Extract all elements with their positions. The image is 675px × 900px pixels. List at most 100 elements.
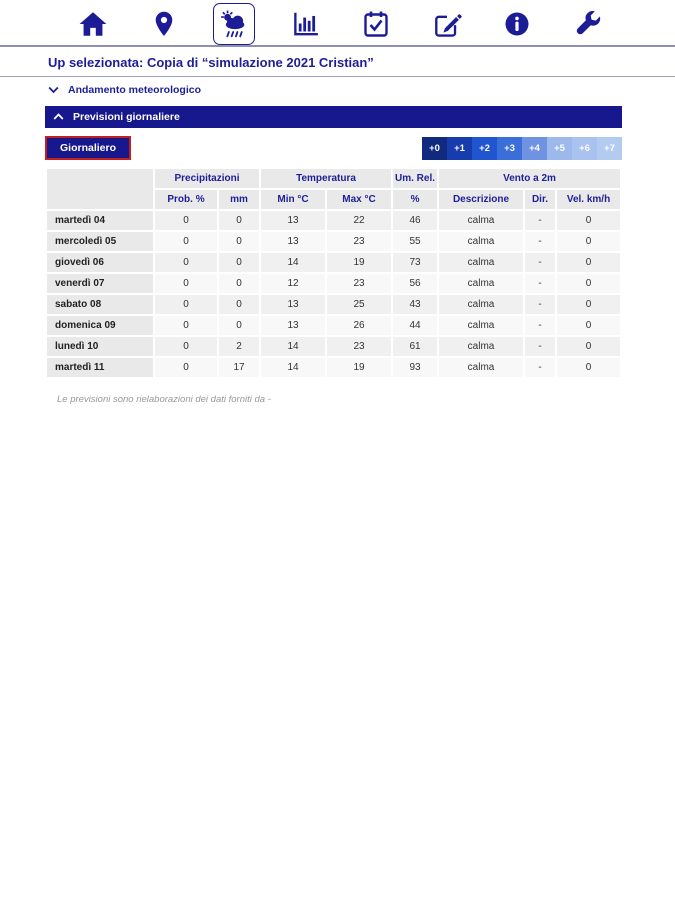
data-source-note: Le previsioni sono rielaborazioni dei da…	[57, 394, 271, 405]
home-button[interactable]	[72, 3, 114, 45]
table-row: sabato 08 0 0 13 25 43 calma -0	[47, 295, 621, 314]
value-cell: 0	[219, 211, 260, 230]
value-cell: 14	[261, 358, 326, 377]
info-button[interactable]	[496, 3, 538, 45]
table-row: domenica 09 0 0 13 26 44 calma -0	[47, 316, 621, 335]
group-precipitazioni: Precipitazioni	[155, 169, 260, 188]
value-cell: -	[525, 358, 556, 377]
value-cell: -	[525, 274, 556, 293]
settings-button[interactable]	[567, 3, 609, 45]
day-cell: sabato 08	[47, 295, 153, 314]
day-offset-button-2[interactable]: +2	[472, 136, 497, 160]
value-cell: calma	[439, 274, 524, 293]
forecast-controls: Giornaliero +0 +1 +2 +3 +4 +5 +6 +7	[45, 136, 622, 160]
day-offset-button-6[interactable]: +6	[572, 136, 597, 160]
value-cell: 0	[155, 295, 217, 314]
value-cell: 22	[327, 211, 392, 230]
section-label: Previsioni giornaliere	[73, 111, 180, 123]
col-perc: %	[393, 190, 438, 209]
edit-button[interactable]	[426, 3, 468, 45]
bar-chart-icon	[294, 12, 318, 35]
value-cell: 23	[327, 337, 392, 356]
section-label: Andamento meteorologico	[68, 84, 202, 96]
value-cell: calma	[439, 211, 524, 230]
giornaliero-button[interactable]: Giornaliero	[45, 136, 132, 160]
edit-pencil-icon	[434, 13, 462, 37]
calendar-check-icon	[364, 11, 388, 37]
value-cell: calma	[439, 316, 524, 335]
table-row: lunedì 10 0 2 14 23 61 calma -0	[47, 337, 621, 356]
value-cell: 0	[557, 358, 621, 377]
value-cell: 0	[155, 337, 217, 356]
calendar-button[interactable]	[355, 3, 397, 45]
day-offset-button-0[interactable]: +0	[422, 136, 447, 160]
value-cell: 19	[327, 358, 392, 377]
forecast-table: Precipitazioni Temperatura Um. Rel. Vent…	[45, 167, 622, 379]
value-cell: 0	[155, 232, 217, 251]
value-cell: -	[525, 316, 556, 335]
day-cell: martedì 11	[47, 358, 153, 377]
value-cell: 14	[261, 253, 326, 272]
table-group-header-row: Precipitazioni Temperatura Um. Rel. Vent…	[47, 169, 621, 209]
table-row: giovedì 06 0 0 14 19 73 calma -0	[47, 253, 621, 272]
table-row: martedì 04 0 0 13 22 46 calma -0	[47, 211, 621, 230]
value-cell: 2	[219, 337, 260, 356]
day-offset-button-4[interactable]: +4	[522, 136, 547, 160]
group-temperatura: Temperatura	[261, 169, 392, 188]
day-cell: mercoledì 05	[47, 232, 153, 251]
value-cell: 23	[327, 232, 392, 251]
value-cell: 17	[219, 358, 260, 377]
day-offset-button-3[interactable]: +3	[497, 136, 522, 160]
value-cell: 14	[261, 337, 326, 356]
value-cell: 26	[327, 316, 392, 335]
value-cell: 0	[155, 274, 217, 293]
weather-icon	[221, 10, 245, 37]
section-previsioni-giornaliere[interactable]: Previsioni giornaliere	[45, 106, 622, 128]
col-max: Max °C	[327, 190, 392, 209]
value-cell: 93	[393, 358, 438, 377]
value-cell: -	[525, 295, 556, 314]
value-cell: 55	[393, 232, 438, 251]
value-cell: 13	[261, 295, 326, 314]
page-title: Up selezionata: Copia di “simulazione 20…	[0, 47, 675, 77]
table-subheader-row: Prob. % mm Min °C Max °C % Descrizione D…	[47, 190, 621, 209]
info-icon	[505, 12, 529, 35]
value-cell: 0	[219, 316, 260, 335]
group-um-rel: Um. Rel.	[393, 169, 438, 188]
col-prob: Prob. %	[155, 190, 217, 209]
value-cell: 0	[557, 274, 621, 293]
location-button[interactable]	[143, 3, 185, 45]
statistics-button[interactable]	[284, 3, 326, 45]
value-cell: 44	[393, 316, 438, 335]
value-cell: calma	[439, 253, 524, 272]
table-row: venerdì 07 0 0 12 23 56 calma -0	[47, 274, 621, 293]
value-cell: calma	[439, 232, 524, 251]
day-cell: giovedì 06	[47, 253, 153, 272]
wrench-icon	[576, 10, 601, 34]
location-pin-icon	[155, 11, 173, 36]
value-cell: 25	[327, 295, 392, 314]
value-cell: 0	[557, 211, 621, 230]
day-offset-button-7[interactable]: +7	[597, 136, 622, 160]
day-offset-button-5[interactable]: +5	[547, 136, 572, 160]
day-cell: lunedì 10	[47, 337, 153, 356]
col-descrizione: Descrizione	[439, 190, 524, 209]
day-offset-button-1[interactable]: +1	[447, 136, 472, 160]
chevron-up-icon	[53, 113, 64, 120]
value-cell: -	[525, 253, 556, 272]
value-cell: 13	[261, 232, 326, 251]
weather-button[interactable]	[213, 2, 256, 45]
value-cell: 23	[327, 274, 392, 293]
value-cell: 56	[393, 274, 438, 293]
table-row: martedì 11 0 17 14 19 93 calma -0	[47, 358, 621, 377]
value-cell: 0	[557, 232, 621, 251]
day-cell: domenica 09	[47, 316, 153, 335]
top-toolbar	[0, 0, 675, 47]
day-cell: martedì 04	[47, 211, 153, 230]
section-andamento-meteorologico[interactable]: Andamento meteorologico	[0, 77, 675, 103]
value-cell: 13	[261, 211, 326, 230]
value-cell: 12	[261, 274, 326, 293]
table-row: mercoledì 05 0 0 13 23 55 calma -0	[47, 232, 621, 251]
value-cell: 0	[557, 337, 621, 356]
value-cell: 0	[557, 295, 621, 314]
